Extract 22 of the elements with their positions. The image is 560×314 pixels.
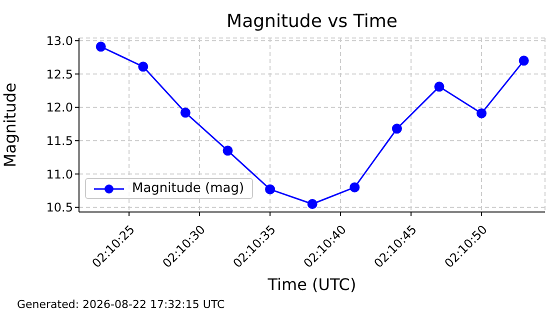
point <box>476 108 487 118</box>
point <box>392 124 402 134</box>
y-axis-title: Magnitude <box>0 82 20 168</box>
chart-title: Magnitude vs Time <box>226 11 398 32</box>
point <box>350 182 360 192</box>
point <box>180 108 190 118</box>
point <box>518 56 529 66</box>
y-tick-label: 11.0 <box>46 167 73 182</box>
point <box>138 62 148 72</box>
point <box>265 184 276 194</box>
point <box>96 42 106 52</box>
y-tick-label: 13.0 <box>46 34 73 48</box>
y-tick-label: 11.5 <box>46 134 73 148</box>
legend-label: Magnitude (mag) <box>132 181 244 196</box>
text: Generated: 2026-08-22 17:32:15 UTC <box>17 298 225 311</box>
point <box>307 199 318 209</box>
y-tick-label: 12.5 <box>46 67 73 82</box>
point <box>222 146 233 156</box>
x-axis-title: Time (UTC) <box>266 275 356 294</box>
point <box>434 82 444 92</box>
y-tick-label: 12.0 <box>46 100 73 115</box>
y-tick-label: 10.5 <box>46 200 73 215</box>
